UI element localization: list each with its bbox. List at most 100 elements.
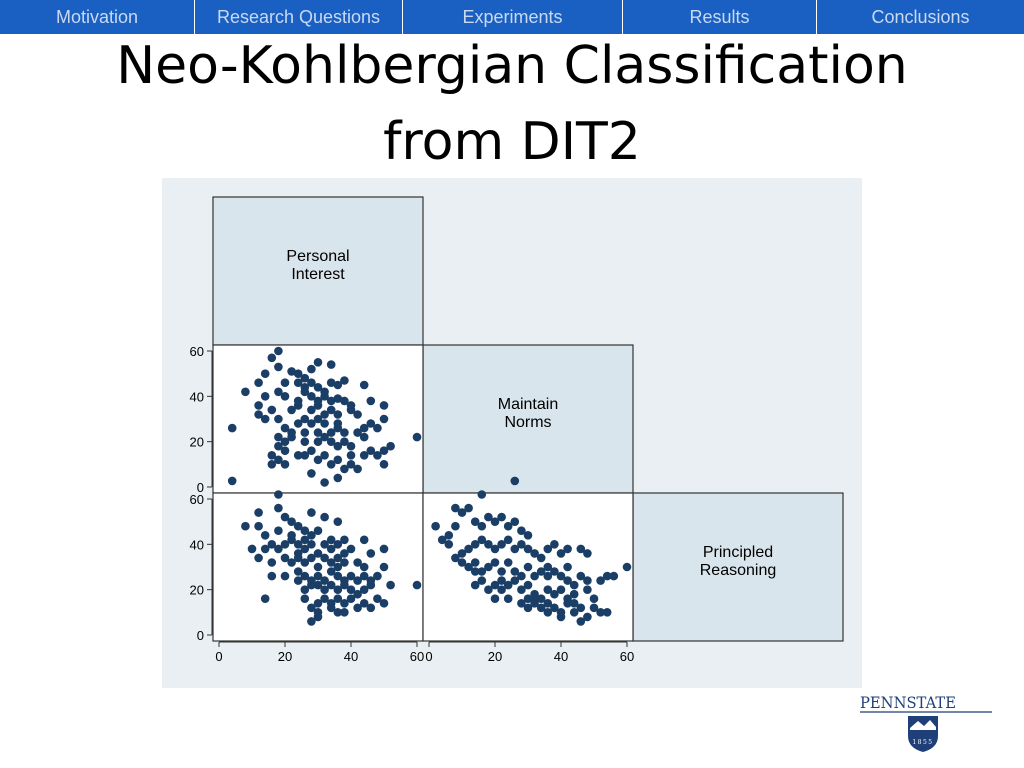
scatter-point-p1-15	[307, 378, 316, 387]
scatter-point-p3-104	[497, 585, 506, 594]
scatter-point-p3-76	[550, 589, 559, 599]
scatter-point-p2-55	[359, 562, 369, 572]
scatter-point-p1-100	[353, 464, 362, 474]
scatter-point-p3-3	[437, 535, 447, 545]
diagonal-label-3-line-2: Reasoning	[700, 562, 777, 579]
scatter-point-p3-107	[563, 562, 572, 572]
diagonal-cell-2	[422, 344, 634, 494]
scatter-point-p1-6	[300, 373, 310, 383]
scatter-point-p1-8	[313, 358, 323, 367]
scatter-point-p2-43	[267, 558, 277, 567]
scatter-point-p3-106	[543, 562, 553, 572]
scatter-point-p1-37	[254, 401, 263, 410]
scatter-point-p1-38	[267, 405, 277, 415]
nav-tab-experiments[interactable]: Experiments	[403, 0, 623, 34]
x-tick-label-col-1-0: 0	[215, 649, 222, 664]
nav-tab-motivation[interactable]: Motivation	[0, 0, 195, 34]
scatter-point-p3-41	[464, 562, 473, 572]
nav-tab-research-questions[interactable]: Research Questions	[195, 0, 403, 34]
scatter-point-p1-95	[274, 455, 283, 465]
scatter-point-p2-75	[313, 580, 323, 590]
shield-icon	[908, 716, 938, 752]
scatter-point-p1-98	[326, 460, 336, 469]
nav-tab-results[interactable]: Results	[623, 0, 817, 34]
scatter-point-p3-59	[583, 576, 592, 585]
scatter-point-p3-11	[477, 490, 487, 499]
scatter-point-p1-86	[293, 451, 303, 460]
scatter-point-p1-41	[307, 405, 316, 415]
scatter-point-p2-62	[313, 571, 323, 581]
scatter-point-p2-38	[340, 549, 349, 558]
scatter-point-p1-88	[320, 451, 329, 460]
scatter-point-p2-30	[287, 535, 296, 545]
scatter-point-p1-24	[274, 387, 283, 397]
scatter-point-p3-87	[543, 599, 553, 608]
scatter-point-p3-26	[490, 544, 500, 554]
scatter-point-p3-77	[556, 585, 566, 594]
scatter-point-p1-103	[307, 469, 316, 478]
scatter-point-p3-37	[563, 544, 572, 554]
scatter-point-p3-62	[609, 571, 619, 581]
scatter-point-p3-50	[523, 562, 533, 572]
title-line-2: from DIT2	[383, 112, 641, 172]
scatter-point-p1-71	[274, 432, 283, 442]
scatter-point-p2-33	[307, 540, 316, 549]
scatter-point-p1-42	[313, 401, 323, 410]
scatter-point-p1-43	[320, 410, 329, 419]
scatter-point-p2-9	[293, 521, 303, 531]
scatter-point-p3-57	[569, 580, 579, 590]
scatter-point-p3-72	[523, 580, 533, 590]
scatter-point-p1-5	[293, 369, 303, 378]
scatter-point-p3-90	[563, 599, 572, 608]
scatter-point-p3-2	[431, 521, 440, 531]
scatter-point-p1-99	[340, 464, 349, 474]
scatter-point-p3-34	[543, 544, 553, 554]
scatter-point-p2-100	[366, 603, 376, 613]
scatter-point-p3-25	[484, 540, 493, 549]
y-tick-label-row-2-0: 0	[197, 480, 204, 495]
scatter-point-p3-69	[503, 580, 513, 590]
scatter-point-p2-77	[326, 580, 336, 590]
scatter-point-p1-53	[307, 419, 316, 428]
scatter-point-p1-91	[359, 451, 369, 460]
scatter-point-p2-64	[326, 567, 336, 576]
scatter-point-p3-23	[470, 540, 480, 549]
scatter-point-p3-94	[589, 603, 599, 613]
scatter-point-p1-105	[320, 478, 329, 487]
scatter-point-p2-4	[254, 508, 263, 517]
scatter-point-p3-54	[550, 567, 559, 576]
scatter-point-p2-19	[307, 531, 316, 540]
x-tick-label-col-1-20: 20	[278, 649, 292, 664]
scatter-point-p1-10	[260, 369, 270, 378]
diagonal-label-2-line-2: Norms	[504, 414, 551, 431]
scatter-point-p2-54	[353, 558, 362, 567]
scatter-point-p2-84	[412, 580, 422, 590]
scatter-point-p2-24	[359, 535, 369, 545]
scatter-point-p2-41	[379, 544, 389, 554]
nav-tab-conclusions[interactable]: Conclusions	[871, 6, 970, 27]
scatter-point-p3-30	[517, 540, 526, 549]
y-tick-label-row-3-40: 40	[190, 537, 204, 552]
scatter-point-p3-65	[477, 576, 487, 585]
scatter-point-p3-92	[576, 603, 586, 613]
scatter-point-p3-91	[569, 608, 579, 617]
scatter-point-p2-87	[313, 599, 323, 608]
shield-mountain	[910, 720, 936, 730]
scatter-point-p1-20	[340, 376, 349, 385]
scatter-point-p1-50	[274, 414, 283, 424]
scatter-point-p2-80	[346, 585, 356, 594]
scatter-point-p1-36	[379, 401, 389, 410]
scatter-point-p3-66	[484, 585, 493, 594]
y-tick-label-row-3-20: 20	[190, 583, 204, 598]
scatter-point-p2-7	[280, 512, 290, 522]
scatter-point-p2-40	[366, 549, 376, 558]
scatter-point-p1-83	[274, 441, 283, 451]
scatter-point-p1-94	[379, 460, 389, 469]
scatter-point-p1-87	[307, 446, 316, 456]
scatter-point-p3-21	[457, 549, 467, 558]
scatter-point-p2-22	[333, 540, 343, 549]
scatter-point-p3-39	[583, 549, 592, 558]
scatter-point-p1-62	[280, 423, 290, 433]
scatter-point-p2-59	[293, 567, 303, 576]
scatter-point-p2-44	[280, 553, 290, 563]
